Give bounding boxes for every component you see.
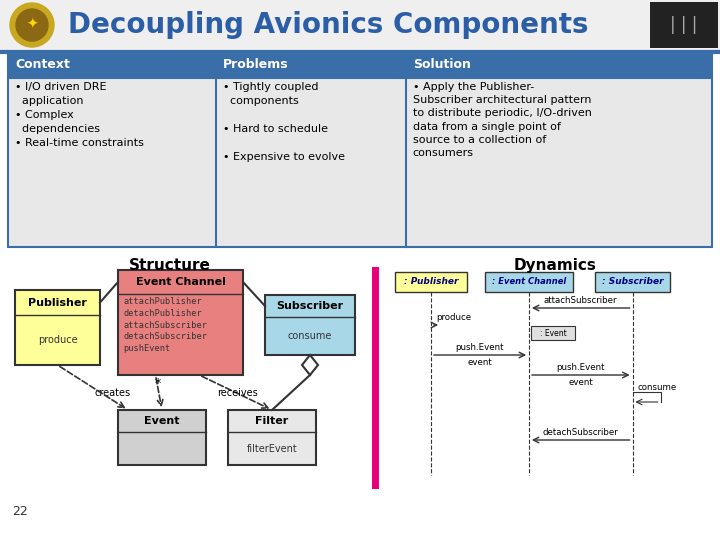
Text: • Apply the Publisher-
Subscriber architectural pattern
to distribute periodic, : • Apply the Publisher- Subscriber archit…: [413, 82, 592, 158]
FancyBboxPatch shape: [118, 270, 243, 375]
Text: event: event: [467, 358, 492, 367]
Text: Publisher: Publisher: [28, 298, 87, 307]
Text: • Tightly coupled
  components

• Hard to schedule

• Expensive to evolve: • Tightly coupled components • Hard to s…: [222, 82, 345, 162]
FancyBboxPatch shape: [485, 272, 573, 292]
Text: ✦: ✦: [26, 18, 38, 32]
FancyBboxPatch shape: [0, 0, 720, 50]
FancyBboxPatch shape: [216, 52, 406, 78]
Text: Problems: Problems: [222, 58, 288, 71]
Text: 22: 22: [12, 505, 28, 518]
Text: consume: consume: [288, 331, 332, 341]
Text: Dynamics: Dynamics: [513, 258, 596, 273]
FancyBboxPatch shape: [8, 52, 712, 247]
Text: : Publisher: : Publisher: [404, 278, 458, 287]
Text: | | |: | | |: [670, 16, 698, 34]
Text: consume: consume: [637, 383, 677, 392]
Text: Decoupling Avionics Components: Decoupling Avionics Components: [68, 11, 588, 39]
Text: : Event Channel: : Event Channel: [492, 278, 566, 287]
FancyBboxPatch shape: [265, 295, 355, 355]
Text: Event Channel: Event Channel: [135, 277, 225, 287]
Circle shape: [16, 9, 48, 41]
Text: Event: Event: [144, 416, 180, 426]
Text: Subscriber: Subscriber: [276, 301, 343, 311]
FancyBboxPatch shape: [228, 410, 316, 465]
Text: : Subscriber: : Subscriber: [602, 278, 663, 287]
Text: Solution: Solution: [413, 58, 471, 71]
FancyBboxPatch shape: [395, 272, 467, 292]
Text: produce: produce: [37, 335, 77, 345]
Text: *: *: [154, 376, 161, 389]
Text: receives: receives: [217, 388, 258, 397]
Text: push.Event: push.Event: [557, 363, 605, 372]
Text: Context: Context: [15, 58, 70, 71]
FancyBboxPatch shape: [595, 272, 670, 292]
Text: Structure: Structure: [129, 258, 211, 273]
Text: attachSubscriber: attachSubscriber: [544, 296, 618, 305]
Text: creates: creates: [94, 388, 130, 397]
Text: attachPublisher
detachPublisher
attachSubscriber
detachSubscriber
pushEvent: attachPublisher detachPublisher attachSu…: [123, 297, 207, 353]
Text: Filter: Filter: [256, 416, 289, 426]
FancyBboxPatch shape: [118, 410, 206, 465]
Text: filterEvent: filterEvent: [247, 443, 297, 454]
Text: produce: produce: [436, 313, 471, 322]
FancyBboxPatch shape: [8, 52, 216, 78]
Text: push.Event: push.Event: [456, 343, 504, 352]
Polygon shape: [302, 355, 318, 375]
FancyBboxPatch shape: [531, 326, 575, 340]
Text: • I/O driven DRE
  application
• Complex
  dependencies
• Real-time constraints: • I/O driven DRE application • Complex d…: [15, 82, 144, 148]
Text: detachSubscriber: detachSubscriber: [543, 428, 618, 437]
Text: event: event: [568, 378, 593, 387]
Circle shape: [10, 3, 54, 47]
Text: : Event: : Event: [539, 328, 567, 338]
FancyBboxPatch shape: [15, 290, 100, 365]
FancyBboxPatch shape: [406, 52, 712, 78]
FancyBboxPatch shape: [650, 2, 718, 48]
